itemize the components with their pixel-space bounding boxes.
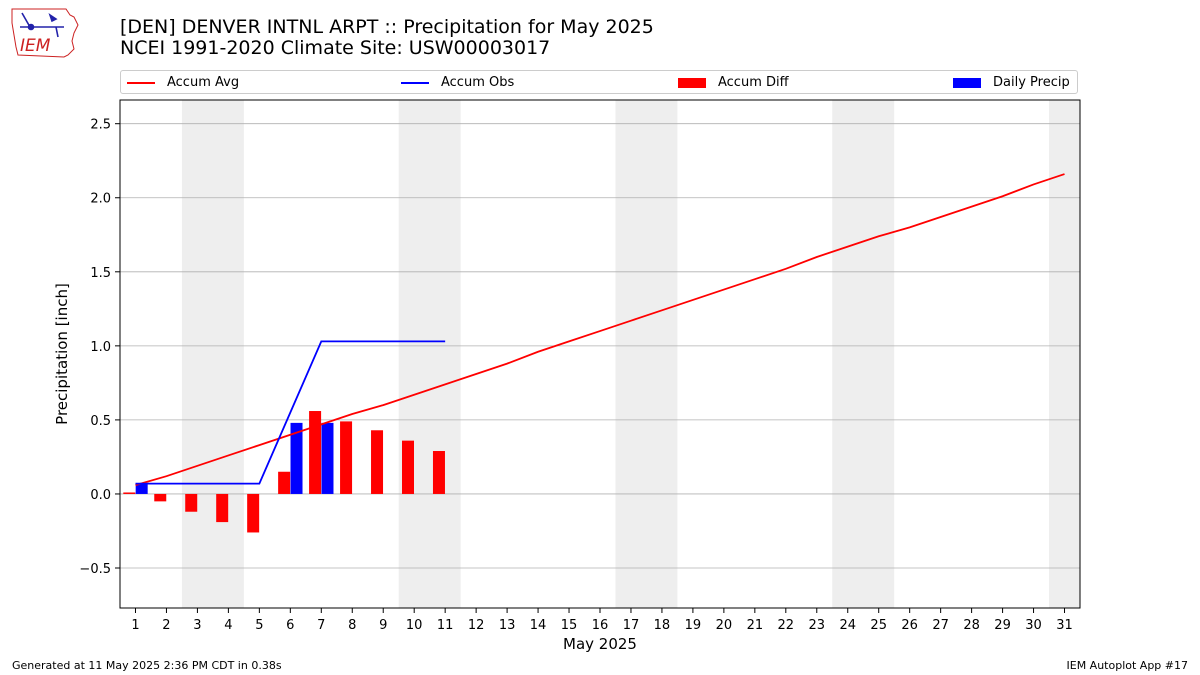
x-tick-label: 29 <box>994 618 1011 633</box>
daily-precip-bars <box>135 422 334 494</box>
x-tick-label: 8 <box>348 618 356 633</box>
x-tick-label: 21 <box>747 618 764 633</box>
x-tick-label: 12 <box>468 618 485 633</box>
accum-diff-bar <box>216 493 229 523</box>
plot-frame <box>119 99 1081 609</box>
weekend-band-2 <box>398 100 461 608</box>
accum-diff-bar <box>402 440 414 494</box>
accum-diff-bar <box>309 411 322 494</box>
x-tick-label: 16 <box>592 618 609 633</box>
accum-diff-bar <box>154 493 167 502</box>
x-tick-label: 5 <box>255 618 263 633</box>
legend-swatch-accum-obs <box>401 82 429 84</box>
x-tick-label: 4 <box>224 618 232 633</box>
x-tick-label: 25 <box>870 618 887 633</box>
x-tick-label: 17 <box>623 618 640 633</box>
y-tick-label: 1.0 <box>90 340 111 355</box>
legend-label-accum-diff: Accum Diff <box>718 75 789 90</box>
legend-swatch-accum-diff <box>678 78 706 88</box>
iem-logo: IEM <box>11 8 79 58</box>
weekend-band-4 <box>832 100 895 608</box>
x-tick-label: 27 <box>932 618 949 633</box>
iowa-outline-icon <box>11 8 79 58</box>
x-tick-label: 20 <box>716 618 733 633</box>
x-tick-label: 30 <box>1025 618 1042 633</box>
x-tick-label: 9 <box>379 618 387 633</box>
legend-swatch-daily-precip <box>953 78 981 88</box>
accum-diff-bar <box>185 493 198 512</box>
x-tick-label: 28 <box>963 618 980 633</box>
x-tick-label: 18 <box>654 618 671 633</box>
x-tick-label: 13 <box>499 618 516 633</box>
y-tick-label: 0.5 <box>90 414 111 429</box>
accum-diff-bars <box>123 411 445 533</box>
weekend-band-3 <box>615 100 678 608</box>
daily-precip-bar <box>290 422 303 494</box>
weather-station-icon <box>20 12 64 38</box>
accum-diff-bar <box>247 493 260 533</box>
x-tick-label: 24 <box>839 618 856 633</box>
y-tick-label: −0.5 <box>79 562 111 577</box>
x-tick-label: 15 <box>561 618 578 633</box>
x-tick-label: 31 <box>1056 618 1073 633</box>
title-line-2: NCEI 1991-2020 Climate Site: USW00003017 <box>120 37 551 59</box>
legend-label-accum-obs: Accum Obs <box>441 75 515 90</box>
chart-title: [DEN] DENVER INTNL ARPT :: Precipitation… <box>120 17 654 59</box>
y-tick-label: 2.0 <box>90 192 111 207</box>
y-axis-ticks: −0.5 0.0 0.5 1.0 1.5 2.0 2.5 <box>79 118 120 577</box>
x-tick-label: 6 <box>286 618 294 633</box>
legend: Accum Avg Accum Obs Accum Diff Daily Pre… <box>120 70 1078 94</box>
x-axis-ticks: 1 2 3 4 5 6 7 8 9 10 11 12 13 14 15 16 17 18 19 20 21 22 23 24 2… <box>131 608 1073 633</box>
accum-obs-line <box>135 340 446 485</box>
accum-avg-line <box>135 173 1065 486</box>
y-tick-label: 0.0 <box>90 488 111 503</box>
accum-diff-bar <box>340 421 353 494</box>
logo-text: IEM <box>20 36 51 56</box>
daily-precip-bar <box>321 422 334 494</box>
y-axis-label: Precipitation [inch] <box>53 283 71 425</box>
accum-diff-bar <box>278 471 291 494</box>
legend-label-daily-precip: Daily Precip <box>993 75 1070 90</box>
weekend-band-1 <box>181 100 244 608</box>
y-tick-label: 1.5 <box>90 266 111 281</box>
x-tick-label: 26 <box>901 618 918 633</box>
daily-precip-bar <box>135 483 148 494</box>
title-line-1: [DEN] DENVER INTNL ARPT :: Precipitation… <box>120 16 654 38</box>
x-tick-label: 11 <box>437 618 454 633</box>
x-tick-label: 1 <box>131 618 139 633</box>
x-tick-label: 22 <box>778 618 795 633</box>
x-tick-label: 19 <box>685 618 702 633</box>
legend-label-accum-avg: Accum Avg <box>167 75 240 90</box>
x-tick-label: 10 <box>406 618 423 633</box>
x-tick-label: 3 <box>193 618 201 633</box>
generated-timestamp: Generated at 11 May 2025 2:36 PM CDT in … <box>12 659 282 672</box>
accum-diff-bar <box>432 451 445 494</box>
weekend-band-5 <box>1049 100 1080 608</box>
app-credit: IEM Autoplot App #17 <box>1066 659 1189 672</box>
y-tick-label: 2.5 <box>90 118 111 133</box>
x-tick-label: 2 <box>162 618 170 633</box>
legend-swatch-accum-avg <box>127 82 155 84</box>
accum-diff-bar <box>371 430 384 494</box>
accum-diff-bar <box>123 492 136 494</box>
y-gridlines <box>120 123 1080 569</box>
x-tick-label: 23 <box>809 618 826 633</box>
x-tick-label: 7 <box>317 618 325 633</box>
weekend-shading <box>181 100 1080 608</box>
x-axis-label: May 2025 <box>563 635 637 653</box>
x-tick-label: 14 <box>530 618 547 633</box>
